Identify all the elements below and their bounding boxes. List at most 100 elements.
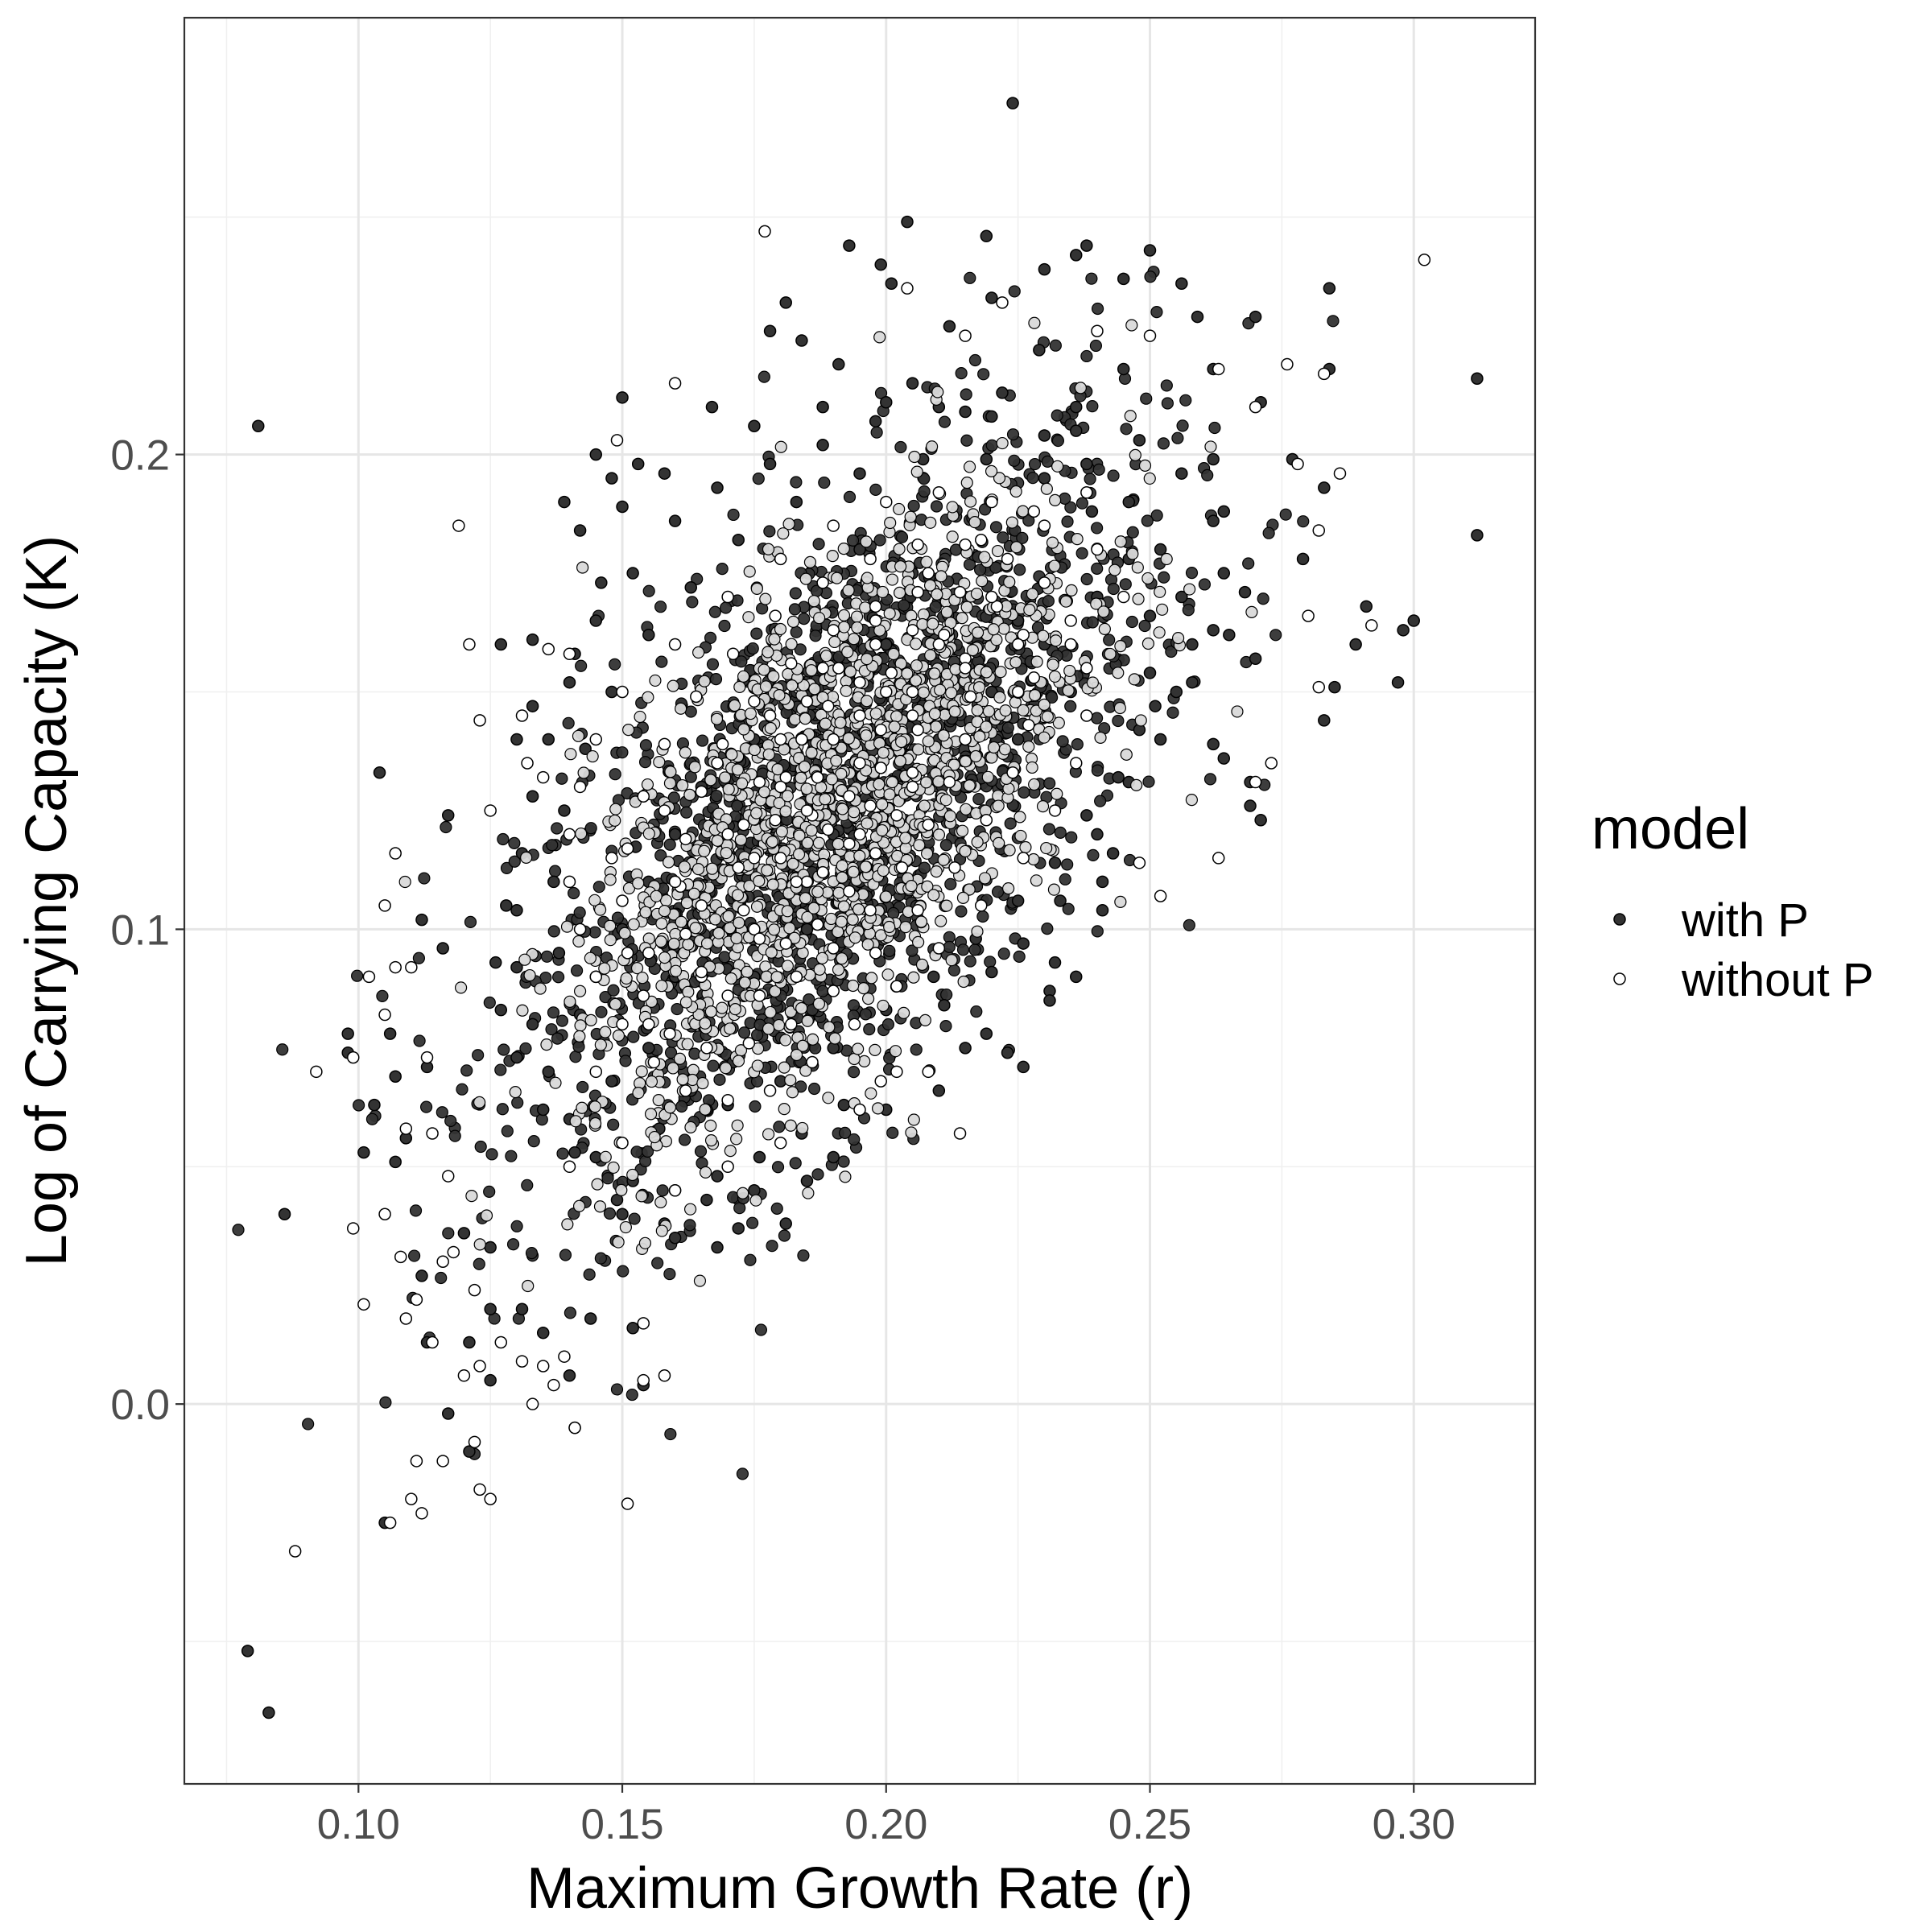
with-p-point (607, 984, 620, 997)
without-p-point (1049, 634, 1063, 647)
without-p-point (536, 770, 550, 784)
without-p-point (733, 680, 746, 694)
with-p-point (542, 733, 555, 746)
without-p-point (811, 886, 824, 898)
with-p-point (365, 1113, 379, 1125)
without-p-point (698, 675, 711, 687)
with-p-point (559, 1249, 572, 1261)
without-p-point (832, 964, 845, 976)
without-p-point (798, 760, 811, 773)
with-p-point (1054, 894, 1067, 907)
without-p-point (906, 624, 919, 637)
without-p-point (1086, 676, 1100, 689)
without-p-point (572, 729, 585, 742)
with-p-point (668, 828, 682, 841)
without-p-point (752, 1042, 765, 1055)
without-p-point (607, 1161, 620, 1174)
without-p-point (576, 1101, 588, 1114)
without-p-point (1028, 316, 1041, 329)
without-p-point (890, 980, 903, 993)
without-p-point (827, 942, 840, 955)
with-p-point (763, 457, 777, 471)
without-p-point (864, 904, 877, 917)
with-p-point (1269, 629, 1282, 642)
without-p-point (648, 1130, 661, 1144)
with-p-point (603, 1207, 617, 1220)
with-p-point (779, 296, 792, 309)
with-p-point (630, 1146, 643, 1158)
without-p-point (828, 1032, 841, 1045)
without-p-point (1318, 367, 1331, 381)
with-p-point (1080, 809, 1093, 822)
with-p-point (1207, 452, 1220, 466)
without-p-point (911, 585, 924, 599)
without-p-point (827, 519, 840, 532)
with-p-point (616, 391, 629, 404)
without-p-point (389, 847, 402, 860)
without-p-point (620, 972, 633, 985)
without-p-point (676, 1073, 689, 1086)
with-p-point (558, 804, 571, 817)
with-p-point (1157, 437, 1170, 450)
with-p-point (589, 614, 603, 627)
without-p-point (637, 989, 650, 1002)
without-p-point (610, 434, 624, 447)
with-p-point (663, 838, 676, 851)
with-p-point (1006, 97, 1019, 109)
with-p-point (1158, 571, 1170, 584)
without-p-point (779, 1034, 792, 1046)
with-p-point (750, 627, 763, 640)
without-p-point (1091, 543, 1104, 556)
without-p-point (827, 733, 840, 746)
without-p-point (593, 903, 607, 916)
with-p-point (1257, 592, 1269, 605)
without-p-point (604, 934, 617, 947)
without-p-point (737, 670, 750, 683)
without-p-point (894, 754, 906, 767)
without-p-point (1047, 883, 1061, 896)
with-p-point (407, 1249, 421, 1262)
without-p-point (1156, 603, 1169, 616)
without-p-point (822, 1092, 835, 1104)
with-p-point (521, 1179, 534, 1191)
with-p-point (718, 619, 731, 633)
without-p-point (1064, 638, 1077, 651)
without-p-point (812, 997, 826, 1010)
without-p-point (805, 746, 818, 759)
without-p-point (622, 723, 635, 737)
with-p-point (463, 1335, 476, 1349)
without-p-point (851, 621, 864, 634)
with-p-point (731, 799, 744, 812)
with-p-point (302, 1418, 315, 1430)
with-p-point (562, 716, 575, 729)
without-p-point (679, 746, 691, 759)
without-p-point (1080, 709, 1093, 722)
without-p-point (743, 879, 756, 893)
without-p-point (721, 989, 734, 1002)
without-p-point (473, 1238, 486, 1251)
without-p-point (921, 847, 934, 860)
without-p-point (721, 1093, 734, 1107)
with-p-point (960, 434, 973, 447)
with-p-point (1016, 531, 1029, 544)
with-p-point (1318, 481, 1331, 494)
with-p-point (818, 476, 831, 489)
with-p-point (526, 700, 539, 712)
with-p-point (1080, 239, 1093, 252)
with-p-point (555, 772, 568, 785)
without-p-point (574, 1019, 587, 1032)
without-p-point (996, 296, 1009, 309)
with-p-point (680, 806, 693, 819)
with-p-point (1091, 562, 1104, 575)
with-p-point (1122, 495, 1136, 509)
without-p-point (1002, 881, 1015, 895)
without-p-point (808, 683, 821, 696)
without-p-point (999, 704, 1012, 717)
without-p-point (931, 386, 944, 398)
with-p-point (368, 1098, 381, 1112)
without-p-point (928, 708, 941, 720)
without-p-point (963, 779, 976, 792)
without-p-point (883, 920, 896, 934)
without-p-point (644, 1108, 658, 1121)
without-p-point (861, 938, 874, 951)
